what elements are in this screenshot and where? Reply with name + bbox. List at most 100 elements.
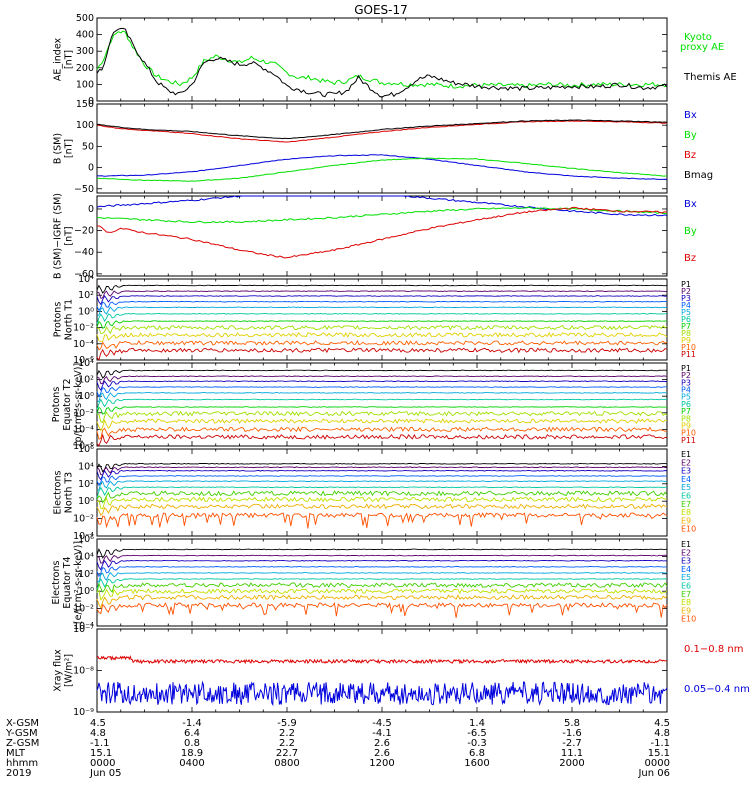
ephemeris-row-label: X-GSM bbox=[6, 718, 39, 729]
series-line bbox=[96, 347, 668, 362]
series-line bbox=[96, 577, 668, 590]
series-line bbox=[96, 426, 668, 440]
ephemeris-value: -0.3 bbox=[467, 738, 487, 749]
legend-entry: E2 bbox=[681, 458, 691, 467]
y-axis-label: Protons bbox=[53, 302, 64, 338]
series-line bbox=[96, 331, 668, 343]
y-axis-label: Electrons bbox=[53, 470, 64, 514]
series-line bbox=[96, 27, 668, 98]
series-line bbox=[96, 206, 668, 224]
y-tick-label: 10⁻⁸ bbox=[73, 666, 94, 677]
ephemeris-value: 2.2 bbox=[279, 738, 295, 749]
ephemeris-row-label: MLT bbox=[6, 748, 26, 759]
legend-entry: P1 bbox=[681, 364, 691, 373]
y-tick-label: −60 bbox=[74, 269, 94, 280]
series-line bbox=[96, 324, 668, 335]
series-line bbox=[96, 559, 667, 571]
ephemeris-value: -1.6 bbox=[562, 728, 582, 739]
series-line bbox=[96, 490, 668, 504]
legend-entry: P6 bbox=[681, 400, 691, 409]
y-tick-label: 10⁰ bbox=[78, 586, 94, 597]
ephemeris-value: 0800 bbox=[274, 758, 299, 769]
series-line bbox=[96, 195, 668, 217]
series-line bbox=[96, 410, 668, 424]
y-tick-label: 150 bbox=[76, 99, 94, 110]
y-tick-label: 10⁻⁶ bbox=[73, 441, 94, 452]
y-axis-label: Equator T2 bbox=[62, 378, 73, 430]
ephemeris-value: 2000 bbox=[559, 758, 584, 769]
ephemeris-value: Jun 06 bbox=[637, 768, 670, 779]
ephemeris-value: Jun 05 bbox=[89, 768, 122, 779]
legend-entry: E1 bbox=[681, 450, 691, 459]
series-line bbox=[96, 566, 667, 578]
ephemeris-value: 0400 bbox=[179, 758, 204, 769]
legend-entry: P6 bbox=[681, 315, 691, 324]
y-axis-label: Electrons bbox=[51, 560, 62, 604]
y-tick-label: 0 bbox=[88, 96, 94, 107]
legend-entry: P4 bbox=[681, 301, 691, 310]
legend-entry: E6 bbox=[681, 582, 691, 591]
y-tick-label: 10⁻² bbox=[73, 514, 94, 525]
y-axis-label: North T1 bbox=[64, 299, 75, 340]
series-line bbox=[96, 120, 668, 143]
y-axis-label: B (SM)−IGRF (SM) bbox=[53, 193, 64, 279]
y-axis-label: Xray flux bbox=[53, 649, 64, 692]
ephemeris-value: 22.7 bbox=[276, 748, 298, 759]
y-axis-label: [W/m²] bbox=[64, 654, 75, 687]
ephemeris-value: -1.4 bbox=[182, 718, 202, 729]
y-tick-label: 10⁴ bbox=[78, 358, 94, 369]
y-tick-label: 10⁻⁹ bbox=[73, 707, 94, 718]
legend-ae-themis: Themis AE bbox=[683, 72, 737, 83]
series-line bbox=[96, 306, 668, 317]
ephemeris-value: 5.8 bbox=[564, 718, 580, 729]
y-tick-label: 10² bbox=[78, 290, 94, 301]
legend-ae-kyoto: Kyoto bbox=[684, 32, 712, 43]
y-tick-label: −20 bbox=[74, 226, 94, 237]
legend-bigrf-by: By bbox=[684, 226, 697, 237]
panel-xray: 10⁻⁷ 10⁻⁸ 10⁻⁹ Xray flux [W/m²] bbox=[53, 624, 668, 718]
series-line bbox=[96, 340, 668, 351]
y-axis-label: [nT] bbox=[64, 139, 75, 158]
ephemeris-value: 18.9 bbox=[181, 748, 203, 759]
y-tick-label: −40 bbox=[74, 247, 94, 258]
legend-entry: E5 bbox=[681, 573, 691, 582]
series-line bbox=[96, 392, 668, 403]
ephemeris-value: -6.5 bbox=[467, 728, 487, 739]
ephemeris-value: 4.8 bbox=[654, 728, 670, 739]
legend-entry: P3 bbox=[681, 378, 691, 387]
ephemeris-value: 1600 bbox=[464, 758, 489, 769]
legend-entry: E10 bbox=[681, 525, 696, 534]
panel-frame bbox=[96, 628, 668, 713]
y-axis-label: Protons bbox=[51, 387, 62, 423]
panel-frame bbox=[96, 362, 668, 447]
series-line bbox=[96, 496, 668, 510]
y-tick-label: 10⁻⁷ bbox=[73, 624, 94, 635]
ephemeris-value: 1.4 bbox=[469, 718, 485, 729]
ephemeris-value: -2.7 bbox=[562, 738, 582, 749]
y-tick-label: 10⁶ bbox=[78, 444, 94, 455]
panel-frame bbox=[96, 538, 668, 627]
legend-entry: P5 bbox=[681, 393, 691, 402]
legend-bigrf-bx: Bx bbox=[684, 199, 697, 210]
legend-entry: P1 bbox=[681, 280, 691, 289]
legend-entry: E8 bbox=[681, 598, 691, 607]
series-line bbox=[96, 320, 668, 329]
y-tick-label: 100 bbox=[76, 79, 94, 90]
legend-entry: P5 bbox=[681, 308, 691, 317]
legend-b-bz: Bz bbox=[684, 150, 696, 161]
legend-b-bmag: Bmag bbox=[684, 170, 713, 181]
panel-electrons-t4: 10⁶ 10⁴ 10² 10⁰ 10⁻² 10⁻⁴ Electrons Equator T4[… bbox=[51, 534, 696, 632]
series-line bbox=[96, 571, 668, 583]
legend-entry: E9 bbox=[681, 606, 691, 615]
legend-entry: E5 bbox=[681, 483, 691, 492]
y-axis-label: [e/(cm²-s-sr-keV)] bbox=[73, 541, 84, 624]
series-line bbox=[96, 512, 668, 529]
y-tick-label: 0 bbox=[88, 204, 94, 215]
series-line bbox=[96, 480, 668, 491]
legend-b-bx: Bx bbox=[684, 110, 697, 121]
legend-bigrf-bz: Bz bbox=[684, 253, 696, 264]
panel-ae: 0 100 200 300 400 500 AE_index [nT] bbox=[53, 13, 668, 107]
y-tick-label: 10⁶ bbox=[78, 534, 94, 545]
legend-entry: P11 bbox=[681, 436, 696, 445]
